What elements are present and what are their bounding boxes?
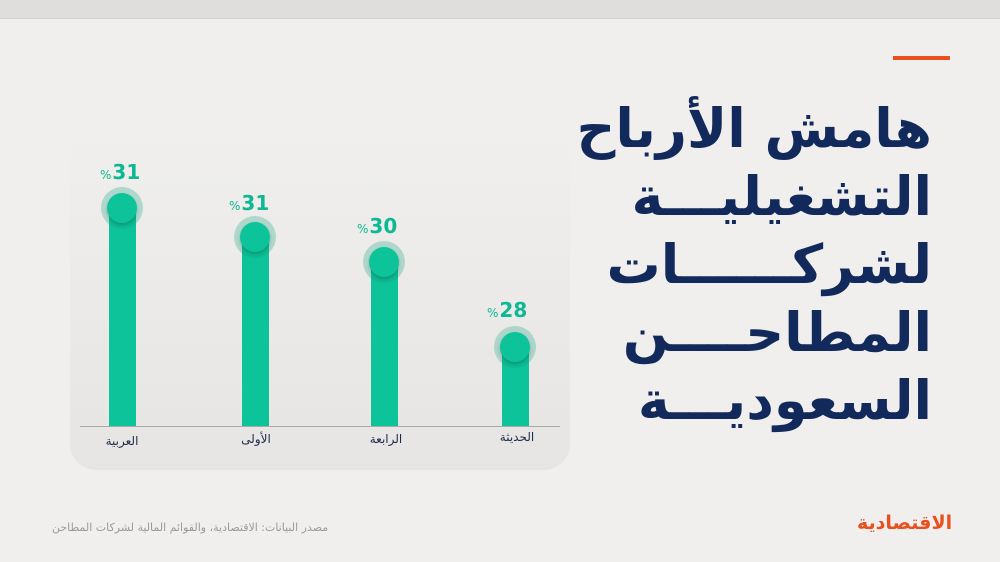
- brand-logo: الاقتصادية: [857, 512, 953, 534]
- data-source-note: مصدر البيانات: الاقتصادية، والقوائم الما…: [52, 521, 329, 534]
- title-line-4: المطاحــــن: [622, 301, 932, 364]
- bar-alrabia: [371, 262, 398, 426]
- percent-sign: %: [229, 199, 241, 213]
- value-label-alrabia: %30: [357, 214, 398, 238]
- title-line-2: التشغيليـــة: [631, 165, 932, 228]
- category-label-aloula: الأولى: [241, 432, 271, 446]
- value-label-aloula: %31: [229, 191, 270, 215]
- bar-knob-aloula: [240, 222, 270, 252]
- bar-knob-alarabia: [107, 193, 137, 223]
- title-line-1: هامش الأرباح: [576, 97, 932, 160]
- top-bar: [0, 0, 1000, 19]
- category-label-alrabia: الرابعة: [369, 432, 403, 446]
- bar-knob-alrabia: [369, 247, 399, 277]
- title-line-5: السعوديـــة: [637, 369, 932, 432]
- chart-card: [70, 132, 570, 470]
- title-line-3: لشركــــــات: [606, 233, 932, 296]
- x-axis-line: [80, 426, 560, 427]
- category-label-alarabia: العربية: [105, 434, 139, 448]
- percent-sign: %: [487, 306, 499, 320]
- bar-aloula: [242, 237, 269, 426]
- percent-sign: %: [357, 222, 369, 236]
- value-label-alarabia: %31: [100, 160, 141, 184]
- percent-sign: %: [100, 168, 112, 182]
- value-label-alhaditha: %28: [487, 298, 528, 322]
- bar-alarabia: [109, 208, 136, 426]
- accent-line: [893, 56, 950, 60]
- page-title: هامش الأرباح التشغيليـــة لشركــــــات ا…: [572, 95, 932, 435]
- category-label-alhaditha: الحديثة: [499, 430, 535, 444]
- bar-knob-alhaditha: [500, 332, 530, 362]
